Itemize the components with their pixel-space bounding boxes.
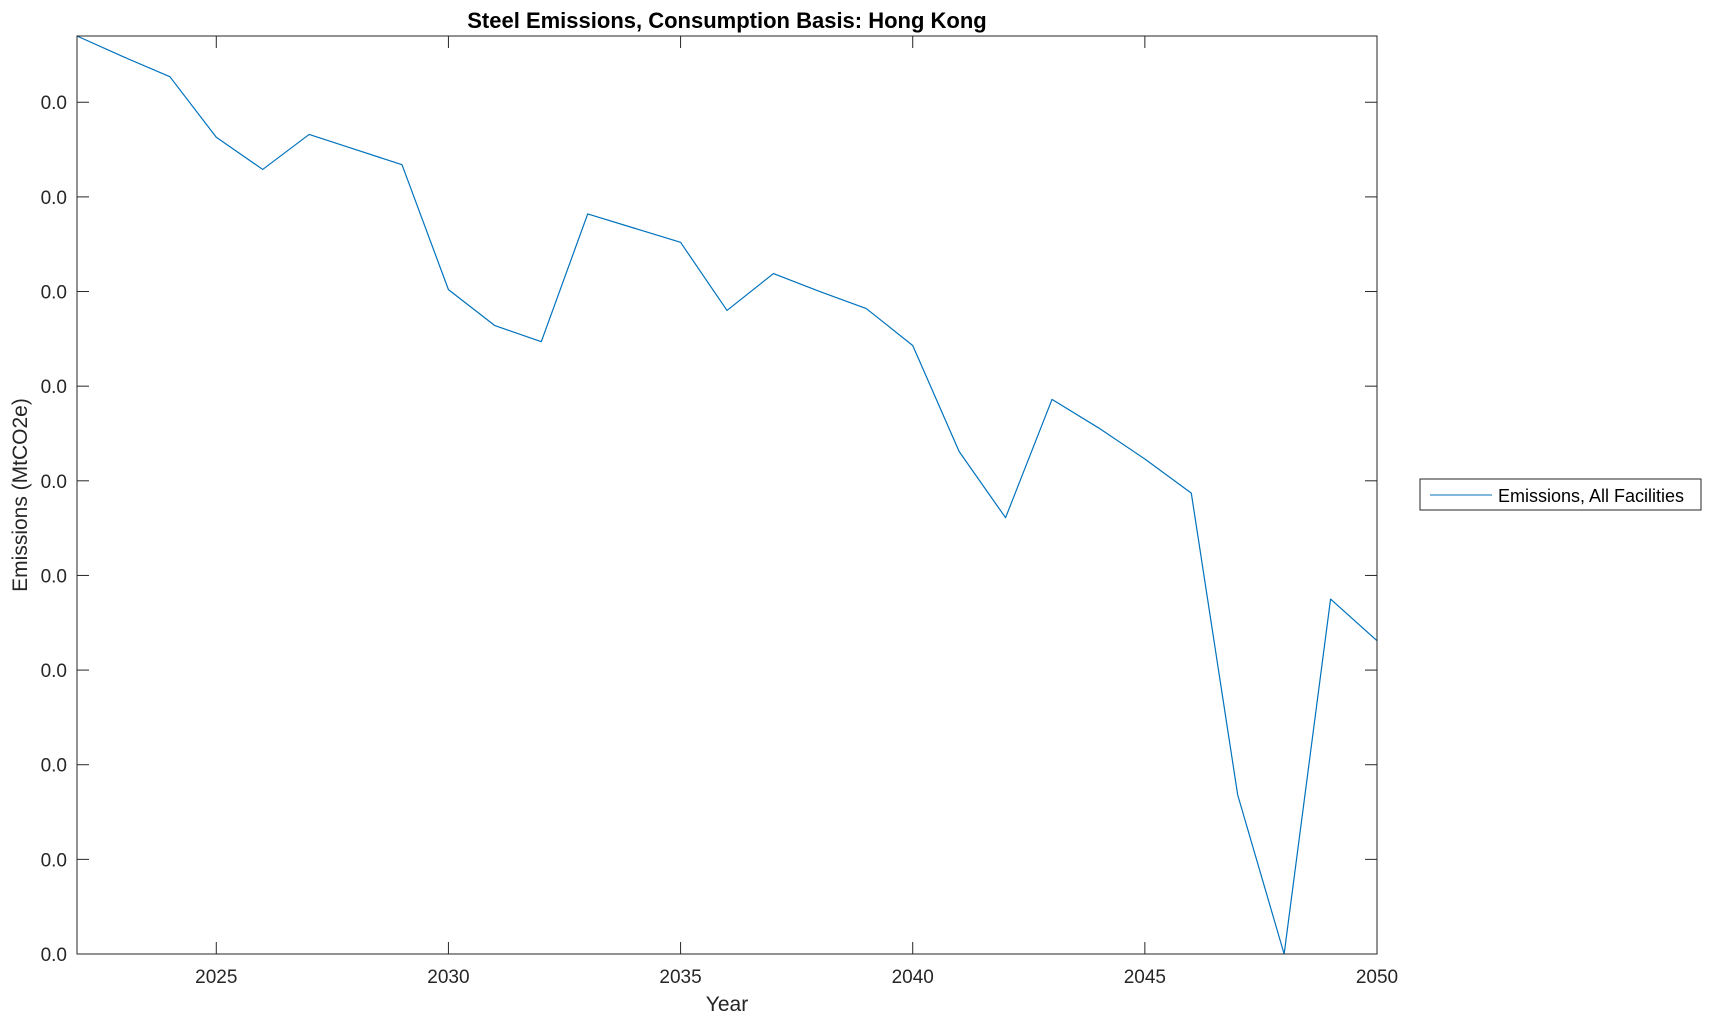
- y-tick-label: 0.0: [41, 661, 67, 682]
- axis-ticks: 2025 2030 2035 2040 2045 2050 0.0 0.0 0.0 0.0 0.0 0…: [41, 36, 1398, 988]
- y-tick-label: 0.0: [41, 283, 67, 304]
- x-tick-label: 2050: [1356, 967, 1398, 988]
- x-tick-label: 2025: [195, 967, 237, 988]
- chart-title: Steel Emissions, Consumption Basis: Hong…: [467, 8, 987, 33]
- y-axis-label: Emissions (MtCO2e): [9, 398, 32, 592]
- plot-area: [77, 36, 1377, 954]
- x-tick-label: 2035: [659, 967, 701, 988]
- series-layer: [76, 35, 1378, 955]
- y-tick-label: 0.0: [41, 377, 67, 398]
- y-tick-label: 0.0: [41, 188, 67, 209]
- series-line: [76, 35, 1378, 955]
- x-axis-label: Year: [706, 993, 748, 1016]
- y-tick-label: 0.0: [41, 945, 67, 966]
- y-tick-label: 0.0: [41, 472, 67, 493]
- legend: Emissions, All Facilities: [1419, 478, 1702, 511]
- legend-label: Emissions, All Facilities: [1498, 486, 1684, 506]
- x-tick-label: 2045: [1124, 967, 1166, 988]
- y-tick-label: 0.0: [41, 566, 67, 587]
- y-tick-label: 0.0: [41, 93, 67, 114]
- x-tick-label: 2030: [427, 967, 469, 988]
- y-tick-label: 0.0: [41, 756, 67, 777]
- x-tick-label: 2040: [892, 967, 934, 988]
- y-tick-label: 0.0: [41, 850, 67, 871]
- plot-box: [76, 35, 1378, 955]
